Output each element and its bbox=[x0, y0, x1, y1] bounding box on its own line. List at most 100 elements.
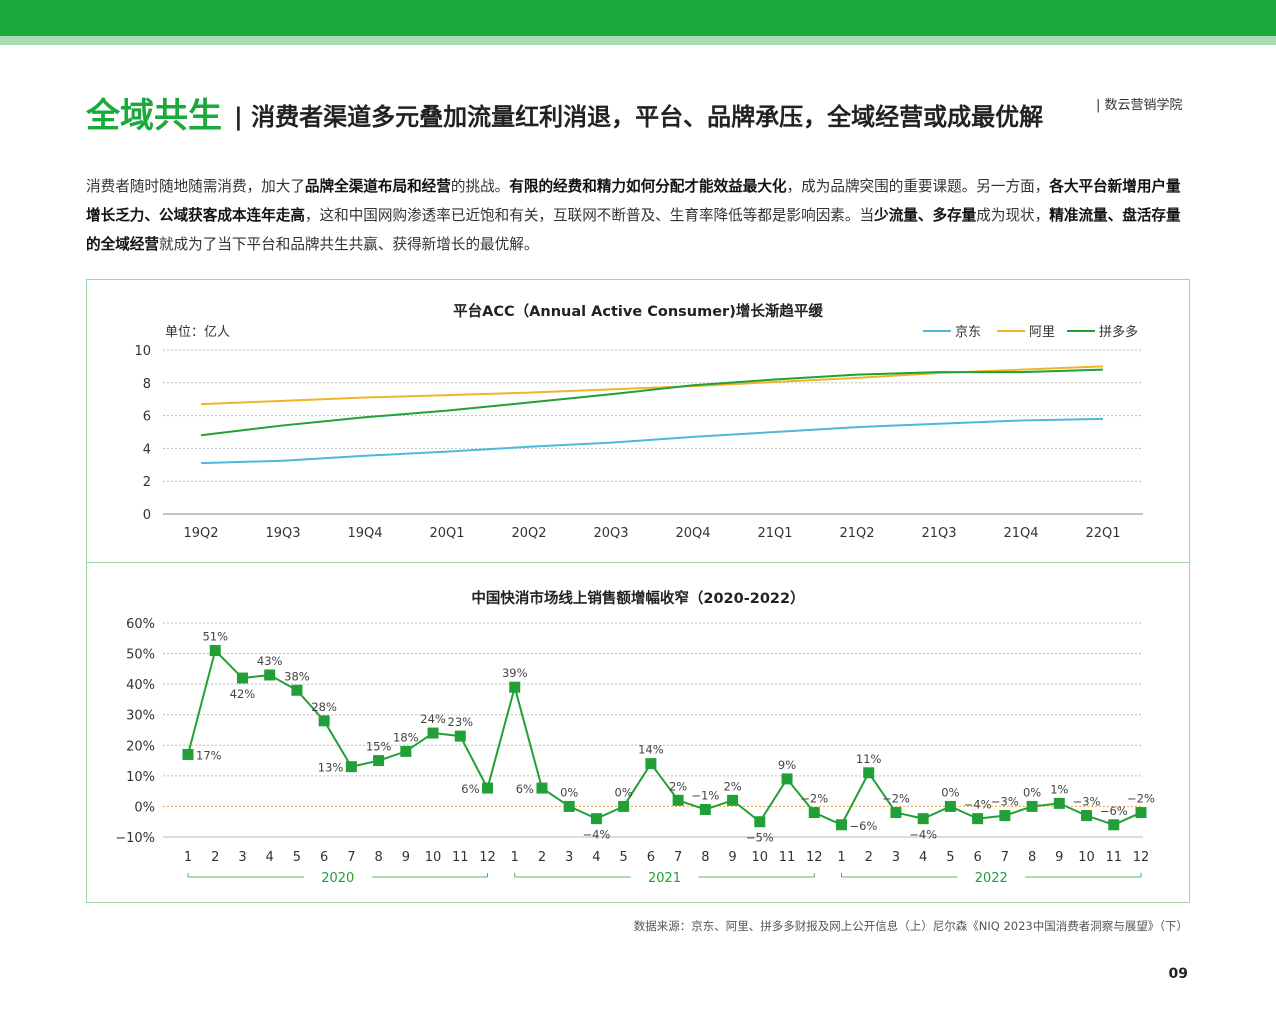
x-tick-label: 3 bbox=[565, 850, 573, 865]
top-accent-bar bbox=[0, 0, 1276, 36]
y-tick-label: 4 bbox=[143, 442, 151, 457]
x-tick-label: 20Q2 bbox=[511, 526, 546, 541]
data-label: 13% bbox=[318, 761, 344, 775]
x-tick-label: 6 bbox=[320, 850, 328, 865]
x-tick-label: 1 bbox=[837, 850, 845, 865]
data-label: 43% bbox=[257, 654, 283, 668]
data-point bbox=[863, 767, 875, 779]
x-tick-label: 10 bbox=[425, 850, 442, 865]
data-point bbox=[400, 745, 412, 757]
x-tick-label: 2 bbox=[538, 850, 546, 865]
x-tick-label: 20Q1 bbox=[429, 526, 464, 541]
data-point bbox=[917, 813, 929, 825]
fmcg-chart-panel: 中国快消市场线上销售额增幅收窄（2020-2022） −10% 0% 10% 20% 30… bbox=[86, 562, 1190, 903]
data-point bbox=[1135, 807, 1147, 819]
chart-title: 平台ACC（Annual Active Consumer)增长渐趋平缓 bbox=[453, 302, 823, 320]
intro-text: 成为现状， bbox=[976, 207, 1050, 224]
data-point bbox=[1026, 800, 1038, 812]
intro-highlight: 有限的经费和精力如何分配才能效益最大化 bbox=[509, 178, 787, 195]
y-tick-label: 40% bbox=[126, 678, 155, 693]
legend-label: 京东 bbox=[955, 325, 981, 340]
data-label: 0% bbox=[560, 785, 578, 799]
data-point bbox=[699, 803, 711, 815]
x-tick-label: 2 bbox=[865, 850, 873, 865]
y-tick-label: 60% bbox=[126, 617, 155, 632]
x-tick-label: 10 bbox=[1078, 850, 1095, 865]
data-label: −4% bbox=[582, 828, 610, 842]
y-tick-label: 20% bbox=[126, 739, 155, 754]
data-point bbox=[944, 800, 956, 812]
page-subtitle: | 消费者渠道多元叠加流量红利消退，平台、品牌承压，全域经营或成最优解 bbox=[234, 103, 1044, 131]
data-label: 9% bbox=[778, 758, 796, 772]
unit-label: 单位：亿人 bbox=[165, 325, 230, 340]
data-label: 1% bbox=[1050, 782, 1068, 796]
data-label: −3% bbox=[1073, 795, 1101, 809]
data-label: 23% bbox=[448, 715, 474, 729]
intro-text: 就成为了当下平台和品牌共生共赢、获得新增长的最优解。 bbox=[158, 236, 539, 253]
x-tick-label: 4 bbox=[592, 850, 600, 865]
x-tick-label: 22Q1 bbox=[1085, 526, 1120, 541]
y-tick-label: 8 bbox=[143, 377, 151, 392]
data-point bbox=[482, 782, 494, 794]
data-label: 11% bbox=[856, 752, 882, 766]
page-number: 09 bbox=[1168, 966, 1188, 982]
data-point bbox=[1053, 797, 1065, 809]
data-point bbox=[1108, 819, 1120, 831]
x-tick-label: 7 bbox=[674, 850, 682, 865]
data-point bbox=[999, 810, 1011, 822]
series-line bbox=[200, 368, 1104, 437]
x-tick-label: 12 bbox=[1133, 850, 1150, 865]
data-label: 42% bbox=[230, 687, 256, 701]
data-point bbox=[509, 681, 521, 693]
legend-label: 阿里 bbox=[1029, 325, 1055, 340]
intro-highlight: 品牌全渠道布局和经营 bbox=[304, 178, 451, 195]
data-point bbox=[536, 782, 548, 794]
data-point bbox=[590, 813, 602, 825]
data-label: −1% bbox=[691, 788, 719, 802]
series-line bbox=[200, 417, 1104, 465]
fmcg-growth-chart: 中国快消市场线上销售额增幅收窄（2020-2022）−10%0%10%20%30… bbox=[115, 589, 1155, 886]
x-tick-label: 21Q4 bbox=[1003, 526, 1038, 541]
legend-label: 拼多多 bbox=[1099, 324, 1138, 340]
y-tick-label: 0 bbox=[143, 508, 151, 523]
x-tick-label: 7 bbox=[347, 850, 355, 865]
intro-paragraph: 消费者随时随地随需消费，加大了品牌全渠道布局和经营的挑战。有限的经费和精力如何分… bbox=[86, 172, 1192, 259]
data-label: 24% bbox=[420, 712, 446, 726]
y-tick-label: 10% bbox=[126, 770, 155, 785]
intro-highlight: 少流量、多存量 bbox=[874, 207, 977, 224]
x-tick-label: 8 bbox=[701, 850, 709, 865]
data-label: 51% bbox=[202, 630, 228, 644]
data-label: 39% bbox=[502, 666, 528, 680]
x-tick-label: 1 bbox=[511, 850, 519, 865]
data-point bbox=[345, 761, 357, 773]
x-tick-label: 5 bbox=[293, 850, 301, 865]
x-tick-label: 4 bbox=[919, 850, 927, 865]
y-tick-label: 2 bbox=[143, 475, 151, 490]
x-tick-label: 10 bbox=[752, 850, 769, 865]
top-accent-stripe bbox=[0, 36, 1276, 45]
y-tick-label: 6 bbox=[143, 410, 151, 425]
data-point bbox=[645, 758, 657, 770]
data-label: −4% bbox=[964, 798, 992, 812]
data-label: −6% bbox=[1100, 804, 1128, 818]
data-label: 0% bbox=[941, 785, 959, 799]
data-point bbox=[781, 773, 793, 785]
data-point bbox=[373, 755, 385, 767]
y-tick-label: −10% bbox=[115, 831, 155, 846]
data-point bbox=[835, 819, 847, 831]
brand-label: | 数云营销学院 bbox=[1096, 98, 1183, 113]
x-tick-label: 20Q3 bbox=[593, 526, 628, 541]
x-tick-label: 20Q4 bbox=[675, 526, 710, 541]
x-tick-label: 2 bbox=[211, 850, 219, 865]
data-label: 15% bbox=[366, 740, 392, 754]
data-label: 6% bbox=[516, 782, 534, 796]
data-label: −2% bbox=[1127, 792, 1155, 806]
data-point bbox=[754, 816, 766, 828]
x-tick-label: 7 bbox=[1001, 850, 1009, 865]
x-tick-label: 8 bbox=[374, 850, 382, 865]
intro-text: 的挑战。 bbox=[450, 178, 510, 195]
data-point bbox=[727, 794, 739, 806]
x-tick-label: 11 bbox=[1105, 850, 1122, 865]
data-point bbox=[618, 800, 630, 812]
data-label: −6% bbox=[849, 819, 877, 833]
